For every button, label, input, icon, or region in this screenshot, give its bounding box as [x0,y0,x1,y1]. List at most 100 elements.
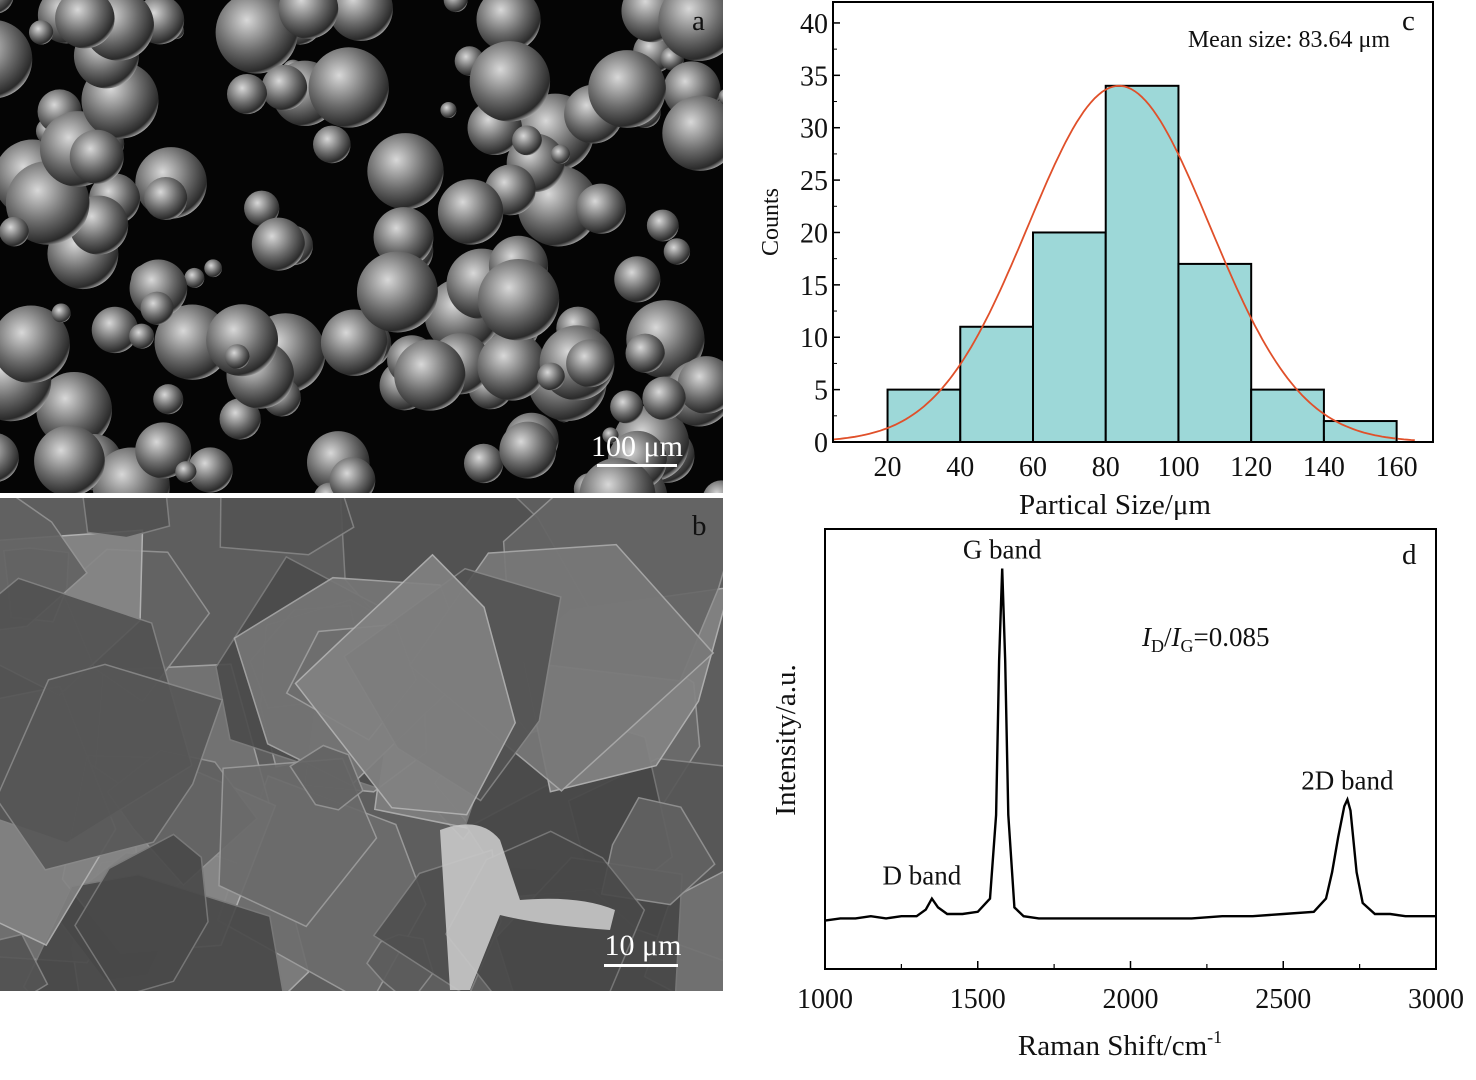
particle [0,433,19,482]
particle [215,0,298,74]
mean-size-annotation: Mean size: 83.64 μm [1188,27,1390,53]
particle [55,0,115,49]
particle [51,303,71,323]
y-tick-label-c: 15 [800,271,828,302]
particle [28,20,54,45]
y-tick-label-c: 20 [800,218,828,249]
particle [469,41,551,122]
particle [588,50,666,128]
particle [663,238,691,265]
particle [187,447,233,493]
y-tick-label-c: 35 [800,61,828,92]
panel-label-b: b [692,510,707,542]
particle [614,256,661,303]
x-tick-label-d: 2500 [1255,984,1311,1015]
x-axis-label-d: Raman Shift/cm-1 [1018,1027,1222,1062]
particle [646,209,679,242]
peak-label: G band [963,535,1042,565]
particle [373,207,434,268]
particle [34,425,105,493]
particle [278,0,339,39]
scale-bar-a [597,464,677,467]
x-tick-label-c: 100 [1157,452,1199,483]
particle [463,443,504,484]
y-tick-label-c: 5 [814,376,828,407]
particle [367,133,444,210]
scale-bar-b [604,964,678,967]
peak-label: 2D band [1301,766,1394,796]
y-axis-label-d: Intensity/a.u. [770,664,802,815]
panel-label-d: d [1402,539,1417,571]
particle [394,339,466,411]
particle [313,125,351,164]
particle [184,267,205,288]
x-tick-label-c: 120 [1230,452,1272,483]
raman-chart: 1000 1500 2000 2500 3000 D band G band 2D band… [770,528,1464,1062]
particle [91,306,139,354]
particle [0,305,70,384]
particle [219,398,261,440]
y-tick-label-c: 25 [800,166,828,197]
x-tick-label-c: 140 [1303,452,1345,483]
particle [566,339,614,388]
particle [625,333,665,373]
plot-frame-d [824,528,1437,970]
particle [610,390,644,424]
flake [294,553,517,816]
particle [499,421,557,479]
y-tick-label-c: 30 [800,114,828,145]
particle [437,179,504,245]
particle [0,0,14,14]
plot-frame-c [832,1,1434,443]
particle [512,125,542,156]
flake [219,498,355,556]
histogram-bar [959,325,1034,443]
flake [600,796,716,906]
flake [74,833,209,991]
x-tick-label-c: 40 [946,452,974,483]
particle [224,344,250,369]
histogram-chart: 20 40 60 80 100 120 140 160 0 5 10 15 20 25 30 35 40 Mea… [758,1,1434,521]
particle [175,461,197,483]
sem-image-a: a 100 μm [0,0,723,493]
gaussian-fit-curve [832,84,1415,442]
particle [320,309,388,376]
x-tick-label-c: 160 [1376,452,1418,483]
particle [642,376,686,421]
particle [662,95,723,171]
histogram-bar [1250,388,1325,443]
peak-label: D band [883,861,962,891]
particle [718,89,723,105]
panel-label-c: c [1402,5,1415,37]
particle [69,129,124,184]
powder-particles [0,0,723,493]
particle [308,47,389,128]
particle [144,176,188,221]
particle [476,0,541,52]
flake [289,744,364,811]
particle [251,217,305,271]
x-tick-label-d: 2000 [1103,984,1159,1015]
particle [703,480,723,493]
particle [550,144,570,164]
flake [0,663,224,871]
y-tick-label-c: 0 [814,428,828,459]
particle [153,384,184,415]
histogram-bar [1104,84,1180,444]
histogram-bar [886,388,962,443]
particle [477,259,560,341]
particle [244,190,280,226]
particle [575,183,627,234]
particle [443,0,468,13]
particle [477,331,547,401]
sem-image-b: b 10 μm [0,498,723,991]
x-tick-label-c: 20 [874,452,902,483]
x-tick-label-c: 60 [1019,452,1047,483]
particle [328,0,393,41]
particle [140,291,174,325]
raman-spectrum-line [824,568,1436,922]
particle [537,362,565,391]
flake [0,933,49,991]
panel-label-a: a [692,5,705,37]
